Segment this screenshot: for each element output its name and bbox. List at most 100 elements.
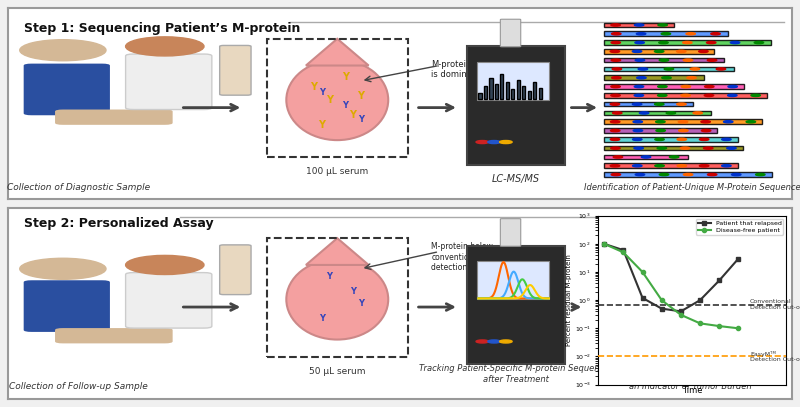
Patient that relapsed bbox=[695, 298, 705, 303]
Patient that relapsed bbox=[734, 256, 743, 261]
Circle shape bbox=[611, 59, 621, 61]
Circle shape bbox=[746, 120, 755, 123]
Circle shape bbox=[664, 68, 674, 70]
FancyBboxPatch shape bbox=[604, 120, 762, 124]
Circle shape bbox=[677, 103, 686, 105]
Circle shape bbox=[693, 112, 702, 114]
FancyBboxPatch shape bbox=[24, 280, 110, 332]
Circle shape bbox=[611, 85, 620, 88]
Circle shape bbox=[682, 42, 692, 44]
Circle shape bbox=[610, 103, 620, 105]
Circle shape bbox=[699, 164, 709, 167]
Circle shape bbox=[730, 42, 740, 44]
Circle shape bbox=[639, 112, 649, 114]
FancyBboxPatch shape bbox=[604, 84, 744, 89]
FancyBboxPatch shape bbox=[500, 19, 521, 47]
Circle shape bbox=[488, 340, 500, 343]
FancyBboxPatch shape bbox=[604, 93, 767, 98]
Circle shape bbox=[704, 94, 714, 96]
Circle shape bbox=[656, 129, 666, 132]
Polygon shape bbox=[306, 238, 369, 265]
Line: Disease-free patient: Disease-free patient bbox=[602, 242, 741, 330]
Circle shape bbox=[654, 103, 664, 105]
Circle shape bbox=[699, 138, 709, 140]
Text: Monitoring of M-protein as
an Indicator of Tumor Burden: Monitoring of M-protein as an Indicator … bbox=[629, 372, 751, 391]
Circle shape bbox=[658, 24, 667, 26]
Circle shape bbox=[476, 340, 489, 343]
Circle shape bbox=[610, 129, 620, 132]
Circle shape bbox=[657, 147, 666, 149]
Circle shape bbox=[678, 129, 688, 132]
Disease-free patient bbox=[599, 241, 609, 246]
Circle shape bbox=[687, 77, 696, 79]
Circle shape bbox=[633, 138, 642, 140]
Circle shape bbox=[755, 173, 765, 176]
Patient that relapsed bbox=[714, 278, 724, 283]
Text: Y: Y bbox=[318, 314, 325, 323]
FancyBboxPatch shape bbox=[604, 58, 724, 62]
Circle shape bbox=[654, 50, 664, 53]
FancyBboxPatch shape bbox=[500, 219, 521, 246]
FancyBboxPatch shape bbox=[126, 54, 212, 109]
Circle shape bbox=[20, 258, 106, 279]
FancyBboxPatch shape bbox=[604, 172, 772, 177]
Text: Y: Y bbox=[350, 287, 356, 296]
Circle shape bbox=[611, 24, 620, 26]
Circle shape bbox=[690, 68, 700, 70]
Circle shape bbox=[126, 256, 204, 274]
Circle shape bbox=[731, 173, 741, 176]
FancyBboxPatch shape bbox=[466, 246, 565, 364]
FancyBboxPatch shape bbox=[24, 63, 110, 115]
Circle shape bbox=[706, 42, 716, 44]
Text: Y: Y bbox=[342, 101, 348, 110]
Circle shape bbox=[681, 94, 690, 96]
FancyBboxPatch shape bbox=[604, 111, 711, 115]
Ellipse shape bbox=[286, 259, 388, 339]
Circle shape bbox=[680, 147, 690, 149]
FancyBboxPatch shape bbox=[604, 75, 704, 80]
Circle shape bbox=[634, 85, 644, 88]
Circle shape bbox=[686, 33, 695, 35]
Circle shape bbox=[126, 37, 204, 56]
Circle shape bbox=[20, 40, 106, 61]
Text: Y: Y bbox=[310, 81, 318, 92]
Circle shape bbox=[722, 164, 731, 167]
Line: Patient that relapsed: Patient that relapsed bbox=[602, 242, 741, 313]
FancyBboxPatch shape bbox=[495, 84, 498, 99]
FancyBboxPatch shape bbox=[604, 102, 693, 107]
Circle shape bbox=[635, 42, 644, 44]
FancyBboxPatch shape bbox=[55, 328, 173, 344]
Circle shape bbox=[634, 129, 642, 132]
Patient that relapsed bbox=[599, 241, 609, 246]
Circle shape bbox=[637, 77, 646, 79]
Circle shape bbox=[610, 120, 620, 123]
Text: 100 μL serum: 100 μL serum bbox=[306, 167, 369, 177]
Circle shape bbox=[707, 59, 717, 61]
Circle shape bbox=[610, 138, 620, 140]
Disease-free patient bbox=[657, 298, 666, 303]
Text: M-protein below
conventional
detection limit: M-protein below conventional detection l… bbox=[431, 243, 494, 272]
Circle shape bbox=[658, 85, 667, 88]
FancyBboxPatch shape bbox=[604, 67, 734, 71]
Disease-free patient bbox=[618, 250, 628, 255]
Circle shape bbox=[655, 138, 664, 140]
Circle shape bbox=[612, 68, 622, 70]
Circle shape bbox=[633, 164, 642, 167]
Disease-free patient bbox=[714, 324, 724, 328]
Patient that relapsed bbox=[676, 309, 686, 314]
Circle shape bbox=[723, 120, 733, 123]
FancyBboxPatch shape bbox=[477, 261, 549, 300]
Circle shape bbox=[635, 59, 645, 61]
FancyBboxPatch shape bbox=[500, 74, 503, 99]
Disease-free patient bbox=[638, 269, 647, 274]
FancyBboxPatch shape bbox=[604, 155, 688, 159]
FancyBboxPatch shape bbox=[538, 88, 542, 99]
Circle shape bbox=[634, 147, 643, 149]
FancyBboxPatch shape bbox=[478, 93, 482, 99]
FancyBboxPatch shape bbox=[506, 82, 509, 99]
FancyBboxPatch shape bbox=[604, 31, 728, 36]
Circle shape bbox=[656, 120, 665, 123]
Circle shape bbox=[613, 112, 622, 114]
Circle shape bbox=[726, 147, 736, 149]
Circle shape bbox=[476, 140, 489, 144]
